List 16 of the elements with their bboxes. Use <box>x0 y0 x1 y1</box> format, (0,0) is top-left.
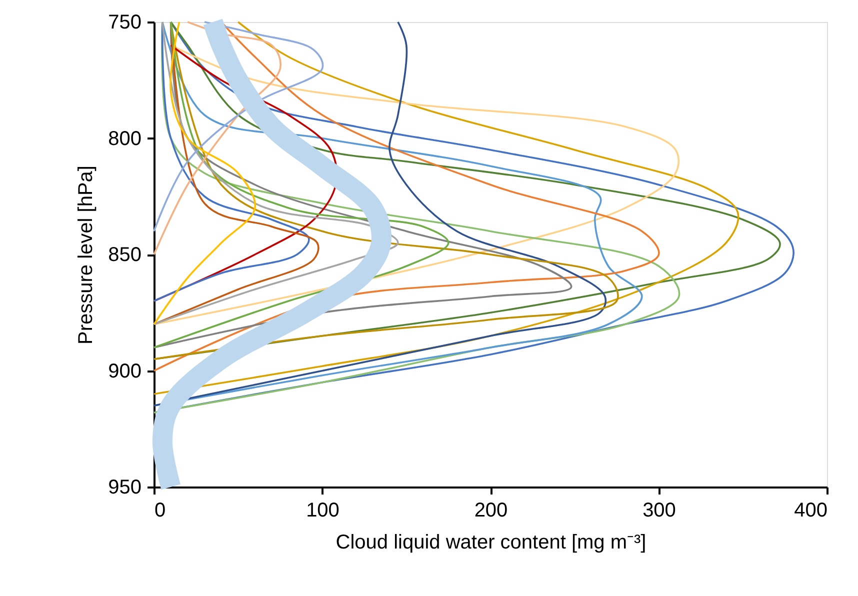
line-series <box>153 21 256 326</box>
x-tick-label: 100 <box>306 500 340 522</box>
x-axis-title: Cloud liquid water content [mg m⁻³] <box>336 532 646 554</box>
x-tick-label: 300 <box>642 500 676 522</box>
y-axis-title: Pressure level [hPa] <box>75 166 98 344</box>
y-tick-label: 900 <box>108 360 142 382</box>
x-tick-label: 200 <box>474 500 508 522</box>
y-tick-label: 750 <box>108 12 142 34</box>
line-series <box>153 21 399 326</box>
line-series <box>153 21 324 232</box>
line-series <box>153 21 450 348</box>
y-tick-label: 850 <box>108 244 142 266</box>
y-tick-label: 950 <box>108 476 142 498</box>
y-tick-label: 800 <box>108 128 142 150</box>
x-tick-label: 0 <box>154 500 166 522</box>
x-tick-label: 400 <box>794 500 828 522</box>
